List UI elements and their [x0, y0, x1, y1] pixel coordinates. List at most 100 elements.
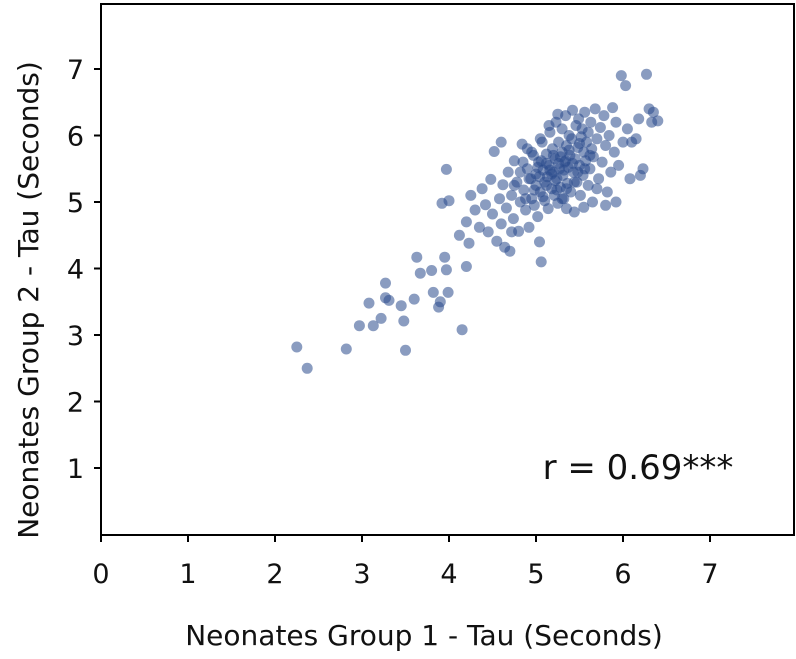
data-point	[497, 179, 509, 191]
data-point	[480, 199, 491, 211]
data-point	[630, 133, 642, 145]
data-point	[528, 199, 540, 211]
data-point	[495, 136, 507, 148]
data-point	[633, 113, 645, 125]
data-points	[291, 68, 664, 374]
data-point	[582, 126, 594, 138]
data-point	[518, 184, 530, 196]
data-point	[494, 193, 505, 205]
data-point	[502, 166, 514, 178]
data-point	[603, 130, 615, 141]
correlation-annotation: r = 0.69***	[543, 448, 734, 488]
data-point	[507, 213, 519, 225]
data-point	[591, 133, 603, 145]
data-point	[600, 140, 612, 151]
data-point	[568, 176, 580, 188]
data-point	[647, 106, 659, 118]
x-tick-label: 5	[527, 559, 544, 590]
data-point	[460, 216, 472, 228]
data-point	[488, 146, 500, 157]
data-point	[620, 80, 632, 92]
data-point	[543, 120, 555, 131]
data-point	[617, 136, 629, 148]
data-point	[585, 116, 597, 128]
data-point	[574, 138, 585, 149]
data-point	[443, 195, 455, 207]
data-point	[375, 312, 387, 324]
data-point	[605, 166, 617, 178]
data-point	[353, 320, 365, 332]
y-axis-title: Neonates Group 2 - Tau (Seconds)	[12, 61, 45, 539]
data-point	[491, 235, 503, 247]
data-point	[535, 256, 547, 268]
data-point	[594, 122, 606, 133]
data-point	[561, 203, 572, 215]
data-point	[528, 184, 540, 196]
data-point	[621, 123, 633, 135]
data-point	[613, 159, 625, 171]
data-point	[610, 196, 622, 208]
x-tick-label: 0	[92, 559, 109, 590]
data-point	[534, 133, 546, 145]
data-point	[440, 264, 452, 276]
x-axis-title: Neonates Group 1 - Tau (Seconds)	[185, 619, 663, 652]
y-tick-label: 6	[67, 122, 84, 153]
data-point	[598, 110, 610, 122]
data-point	[544, 164, 556, 176]
x-tick-label: 6	[614, 559, 631, 590]
data-point	[582, 179, 594, 191]
data-point	[578, 201, 590, 213]
data-point	[408, 293, 420, 305]
y-tick-label: 3	[67, 321, 84, 352]
data-point	[551, 184, 563, 196]
data-point	[487, 208, 498, 220]
data-point	[591, 183, 603, 195]
data-point	[473, 221, 485, 233]
x-tick-label: 7	[701, 559, 718, 590]
data-point	[453, 229, 465, 241]
data-point	[463, 237, 475, 249]
data-point	[637, 163, 649, 175]
data-point	[584, 149, 596, 161]
data-point	[608, 146, 620, 158]
y-tick-label: 4	[67, 255, 84, 286]
data-point	[579, 106, 591, 118]
data-point	[534, 171, 545, 183]
data-point	[563, 144, 575, 156]
data-point	[532, 211, 544, 223]
x-axis-ticks: 0 1 2 3 4 5 6 7	[92, 535, 719, 590]
data-point	[560, 155, 572, 167]
data-point	[549, 175, 561, 187]
y-tick-label: 7	[67, 55, 84, 86]
x-tick-label: 4	[440, 559, 457, 590]
data-point	[641, 68, 652, 80]
x-tick-label: 1	[179, 559, 196, 590]
data-point	[520, 193, 532, 205]
data-point	[439, 251, 451, 263]
data-point	[380, 277, 391, 289]
data-point	[485, 173, 497, 185]
data-point	[579, 163, 591, 175]
data-point	[476, 183, 488, 195]
data-point	[652, 115, 664, 127]
x-tick-label: 3	[353, 559, 370, 590]
data-point	[556, 123, 568, 135]
data-point	[534, 236, 545, 248]
data-point	[587, 196, 598, 208]
y-tick-label: 2	[67, 388, 84, 419]
data-point	[426, 265, 438, 276]
data-point	[624, 173, 636, 185]
data-point	[574, 189, 586, 201]
data-point	[593, 173, 605, 185]
data-point	[291, 341, 303, 353]
x-tick-label: 2	[266, 559, 283, 590]
data-point	[596, 156, 608, 168]
data-point	[561, 183, 572, 195]
data-point	[469, 204, 481, 216]
data-point	[615, 70, 627, 82]
data-point	[398, 315, 410, 327]
data-point	[427, 286, 439, 298]
data-point	[508, 179, 520, 191]
y-tick-label: 5	[67, 188, 84, 219]
